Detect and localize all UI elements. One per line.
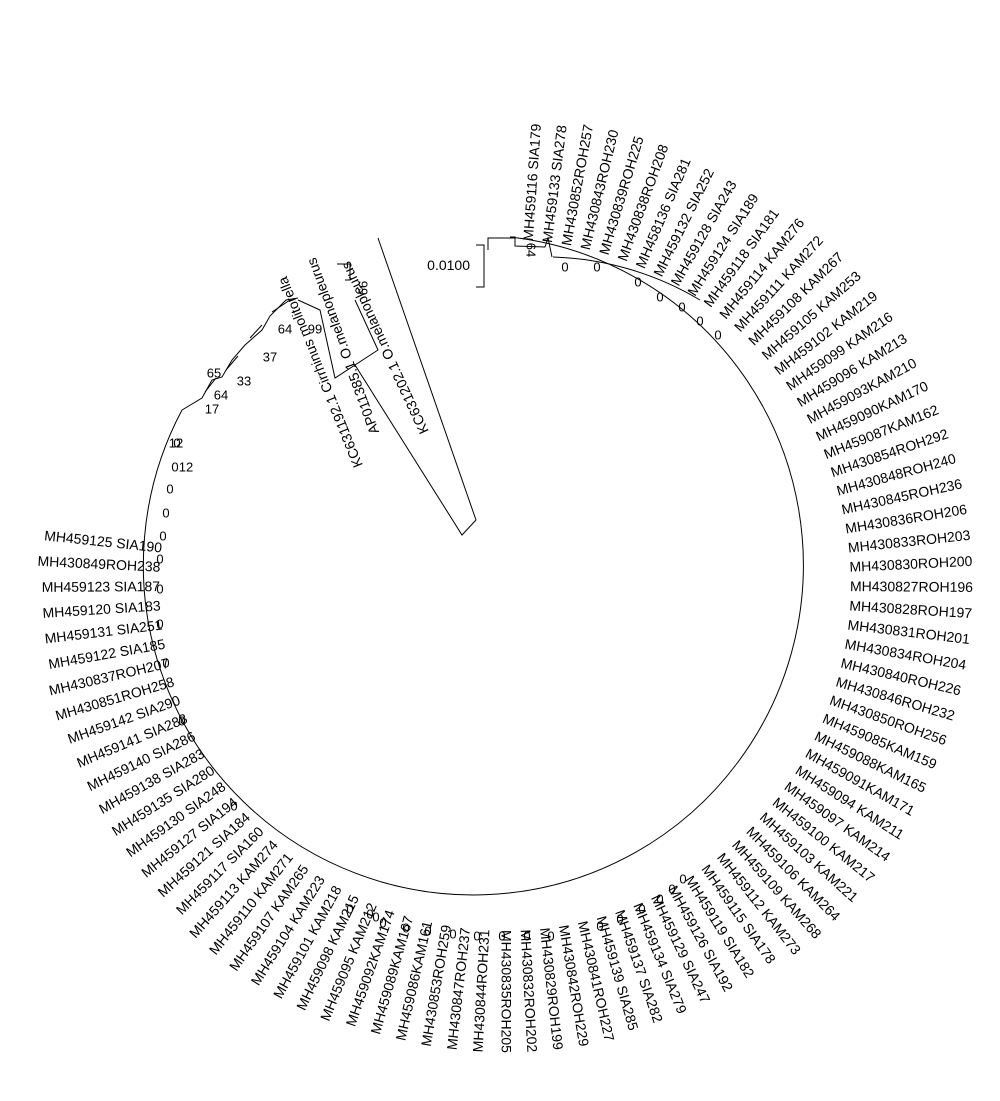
bootstrap-value: 12 xyxy=(169,435,183,450)
bootstrap-value: 65 xyxy=(207,365,221,380)
main-clade-arc xyxy=(142,236,804,896)
bootstrap-value: 0 xyxy=(561,259,568,274)
leaf-label: MH430844ROH231 xyxy=(470,929,493,1053)
leaf-label: MH430828ROH197 xyxy=(849,597,973,621)
bootstrap-value: 0 xyxy=(156,616,163,631)
bootstrap-value: 0 xyxy=(449,926,456,941)
bootstrap-value: 0 xyxy=(424,923,431,938)
bootstrap-value: 0 xyxy=(696,313,703,328)
bootstrap-value: 0 xyxy=(634,274,641,289)
bootstrap-value: 17 xyxy=(205,401,219,416)
inner-clade-arc xyxy=(510,236,701,301)
bootstrap-value: 99 xyxy=(356,281,371,295)
outgroup-bracket xyxy=(337,263,351,281)
left-subclade-inner xyxy=(204,299,291,393)
bootstrap-value: 0 xyxy=(379,915,386,930)
bootstrap-value: 64 xyxy=(524,243,539,257)
bootstrap-value: 33 xyxy=(237,373,251,388)
root-triangle xyxy=(354,364,477,536)
bootstrap-value: 64 xyxy=(214,387,228,402)
join-branch xyxy=(297,299,379,379)
bootstrap-value: 0 xyxy=(523,928,530,943)
bootstrap-value: 0 xyxy=(473,928,480,943)
bootstrap-value: 0 xyxy=(547,928,554,943)
bootstrap-value: 0 xyxy=(714,327,721,342)
bootstrap-value: 0 xyxy=(346,901,353,916)
bootstrap-value: 0 xyxy=(162,655,169,670)
scale-bar: 0.0100 xyxy=(427,244,485,288)
bootstrap-value: 0 xyxy=(616,911,623,926)
bootstrap-value: 0 xyxy=(656,289,663,304)
bootstrap-value: 0 xyxy=(593,259,600,274)
bootstrap-value: 0 xyxy=(366,906,373,921)
bootstrap-value: 0 xyxy=(372,909,379,924)
bootstrap-value: 12 xyxy=(179,459,193,474)
bootstrap-value: 0 xyxy=(596,918,603,933)
bootstrap-value: 0 xyxy=(156,581,163,596)
bootstrap-value: 0 xyxy=(230,798,237,813)
leaf-label: MH459123 SIA187 xyxy=(42,578,161,595)
bootstrap-value: 0 xyxy=(679,871,686,886)
leaf-label: MH430827ROH196 xyxy=(850,578,973,595)
bootstrap-value: 0 xyxy=(668,881,675,896)
bootstrap-value: 0 xyxy=(638,901,645,916)
bootstrap-value: 0 xyxy=(162,505,169,520)
bootstrap-value: 0 xyxy=(498,928,505,943)
tree-branches xyxy=(142,236,804,896)
bootstrap-value: 37 xyxy=(263,349,277,364)
bootstrap-value: 0 xyxy=(156,551,163,566)
outgroup-branch-cirrhinus xyxy=(377,237,477,521)
leaf-label: MH430830ROH200 xyxy=(849,553,973,575)
bootstrap-value: 0 xyxy=(171,459,178,474)
leaf-label: MH430835ROH205 xyxy=(498,930,514,1053)
leaf-label: MH430832ROH202 xyxy=(518,929,541,1053)
scale-bar-label: 0.0100 xyxy=(427,257,470,273)
bootstrap-value: 0 xyxy=(656,891,663,906)
inner-clade-arc-2 xyxy=(487,237,515,250)
bootstrap-value: 64 xyxy=(278,321,292,336)
bootstrap-value: 0 xyxy=(159,528,166,543)
bootstrap-value: 0 xyxy=(402,920,409,935)
bootstrap-value: 0 xyxy=(173,435,180,450)
bootstrap-value: 0 xyxy=(178,713,185,728)
bootstrap-value: 0 xyxy=(678,299,685,314)
bootstrap-value: 0 xyxy=(166,481,173,496)
bootstrap-value: 99 xyxy=(308,321,322,336)
leaf-label: MH430849ROH238 xyxy=(37,553,161,575)
left-subclade-brackets xyxy=(181,297,299,411)
leaf-label: MH459120 SIA183 xyxy=(42,597,161,620)
